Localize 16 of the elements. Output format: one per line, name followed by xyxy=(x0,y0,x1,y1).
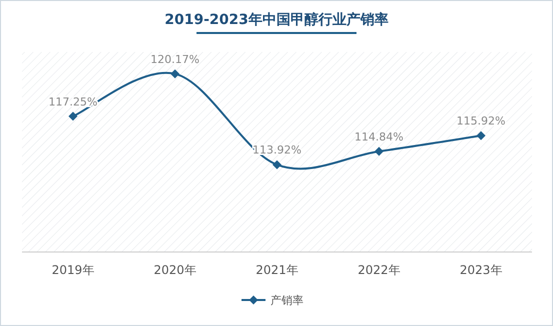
data-label: 120.17% xyxy=(150,52,200,66)
point xyxy=(170,69,180,78)
point xyxy=(374,146,384,156)
x-tick-label: 2019年 xyxy=(52,263,94,277)
data-label: 117.25% xyxy=(48,95,98,108)
data-label: 115.92% xyxy=(456,114,506,128)
x-tick-label: 2023年 xyxy=(460,263,502,277)
point xyxy=(68,112,78,121)
point xyxy=(272,160,282,170)
x-tick-label: 2020年 xyxy=(154,263,196,277)
data-label: 114.84% xyxy=(354,130,404,144)
point xyxy=(476,131,486,140)
x-tick-label: 2022年 xyxy=(358,263,400,277)
x-tick-label: 2021年 xyxy=(256,263,298,277)
chart-title: 2019-2023年中国甲醇行业产销率 xyxy=(164,11,388,28)
legend-label: 产销率 xyxy=(270,294,304,307)
